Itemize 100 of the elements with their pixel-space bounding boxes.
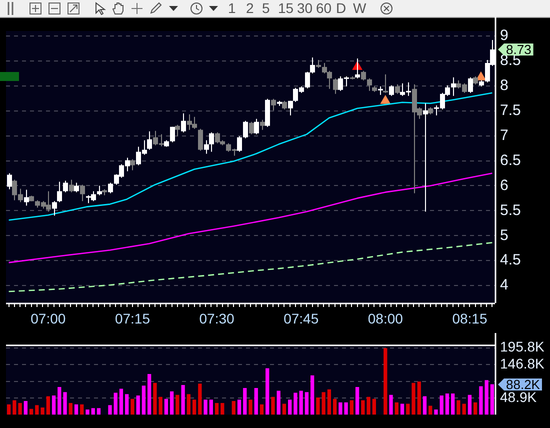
x-tick-label: 08:15 xyxy=(452,310,488,326)
y-tick-label: 8 xyxy=(500,77,508,94)
bar xyxy=(384,348,388,415)
bar xyxy=(276,390,280,415)
bar xyxy=(490,384,494,415)
bar xyxy=(63,392,67,415)
y-tick-label: 146.8K xyxy=(500,355,546,372)
bar xyxy=(417,382,421,415)
bar xyxy=(24,400,28,415)
bar xyxy=(350,400,354,415)
bar xyxy=(332,398,337,415)
candlestick xyxy=(383,74,388,93)
text: 60 xyxy=(316,0,332,17)
y-tick-label: 195.8K xyxy=(500,338,546,355)
bar xyxy=(366,396,370,415)
text: 5 xyxy=(262,0,270,17)
bar xyxy=(299,390,303,415)
bar xyxy=(304,392,309,415)
bar xyxy=(474,402,478,415)
bar xyxy=(80,404,84,415)
bar xyxy=(445,393,450,415)
text: 30 xyxy=(297,0,313,17)
bar xyxy=(35,405,39,415)
bar xyxy=(136,396,140,415)
bar xyxy=(74,404,78,415)
bar xyxy=(400,404,404,415)
y-tick-label: 9 xyxy=(500,27,508,44)
bar xyxy=(176,394,180,415)
bar xyxy=(355,386,360,415)
bar xyxy=(142,386,146,415)
bar xyxy=(96,408,101,415)
text: 2 xyxy=(246,0,254,17)
bar xyxy=(86,409,90,415)
bar xyxy=(170,391,174,415)
text: W xyxy=(353,0,366,17)
bar xyxy=(52,396,56,415)
x-tick-label: 07:00 xyxy=(30,310,66,326)
text: D xyxy=(336,0,346,17)
bar xyxy=(119,388,124,415)
y-tick-label: 7 xyxy=(500,126,508,144)
bar xyxy=(294,392,298,415)
bar xyxy=(406,404,410,415)
bar xyxy=(468,394,472,415)
point xyxy=(380,95,390,104)
bar xyxy=(91,408,95,415)
bar xyxy=(266,368,270,415)
bar xyxy=(192,400,196,415)
bar xyxy=(40,407,44,415)
bar xyxy=(204,400,208,415)
bar xyxy=(288,400,292,415)
bar xyxy=(422,396,427,415)
point xyxy=(476,72,486,80)
bar xyxy=(254,388,258,415)
bar xyxy=(181,384,185,415)
bar xyxy=(412,382,416,415)
bar xyxy=(130,398,134,415)
bar xyxy=(462,404,466,415)
bar xyxy=(361,400,365,415)
bar xyxy=(271,396,275,415)
bar xyxy=(389,394,393,415)
y-tick-label: 7.5 xyxy=(500,102,521,119)
bar xyxy=(451,393,455,415)
bar xyxy=(428,406,432,415)
bar xyxy=(125,394,129,415)
bar xyxy=(440,396,444,415)
bar xyxy=(186,394,191,415)
y-tick-label: 6.5 xyxy=(500,152,521,169)
bar xyxy=(46,396,50,415)
bar xyxy=(248,400,252,415)
bar xyxy=(6,404,11,415)
x-tick-label: 07:15 xyxy=(114,310,150,326)
bar xyxy=(108,405,112,415)
bar xyxy=(282,404,286,415)
bar xyxy=(310,375,314,415)
candlestick xyxy=(423,103,428,212)
bar xyxy=(164,398,168,415)
bar xyxy=(372,398,376,415)
y-tick-label: 4.5 xyxy=(500,252,521,269)
bar xyxy=(209,400,213,415)
bar xyxy=(434,409,438,415)
bar xyxy=(68,403,72,415)
bar xyxy=(198,384,202,415)
y-tick-label: 5.5 xyxy=(500,202,521,219)
bar xyxy=(58,386,62,415)
y-tick-label: 4 xyxy=(500,276,508,294)
bar xyxy=(394,402,398,415)
bar xyxy=(214,403,219,415)
bar xyxy=(327,389,332,415)
bar xyxy=(260,404,264,415)
bar xyxy=(243,388,247,415)
bar xyxy=(29,408,34,415)
text: 15 xyxy=(278,0,294,17)
text: 1 xyxy=(228,0,236,17)
bar xyxy=(220,403,224,415)
bar xyxy=(232,400,236,415)
y-tick-label: 5 xyxy=(500,226,508,244)
x-tick-label: 07:45 xyxy=(284,310,319,326)
y-tick-label: 6 xyxy=(500,176,508,194)
bar xyxy=(114,392,118,415)
bar xyxy=(237,400,242,415)
